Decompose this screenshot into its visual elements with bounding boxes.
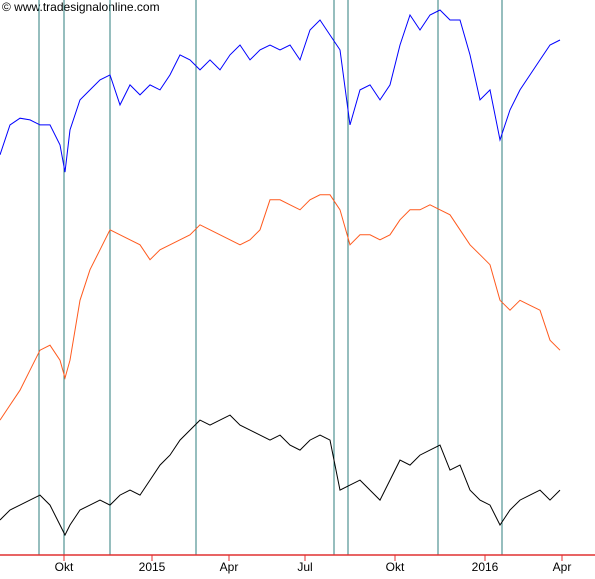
series-line: [0, 194, 561, 421]
watermark: © www.tradesignalonline.com: [2, 0, 160, 14]
x-tick-label: 2015: [139, 560, 166, 574]
x-tick-label: Jul: [297, 560, 312, 574]
x-tick-label: Apr: [553, 560, 572, 574]
x-tick-label: Okt: [55, 560, 74, 574]
series-line: [0, 414, 561, 537]
x-tick-label: Apr: [220, 560, 239, 574]
series-line: [0, 9, 561, 173]
x-tick-label: Okt: [386, 560, 405, 574]
x-tick-label: 2016: [472, 560, 499, 574]
